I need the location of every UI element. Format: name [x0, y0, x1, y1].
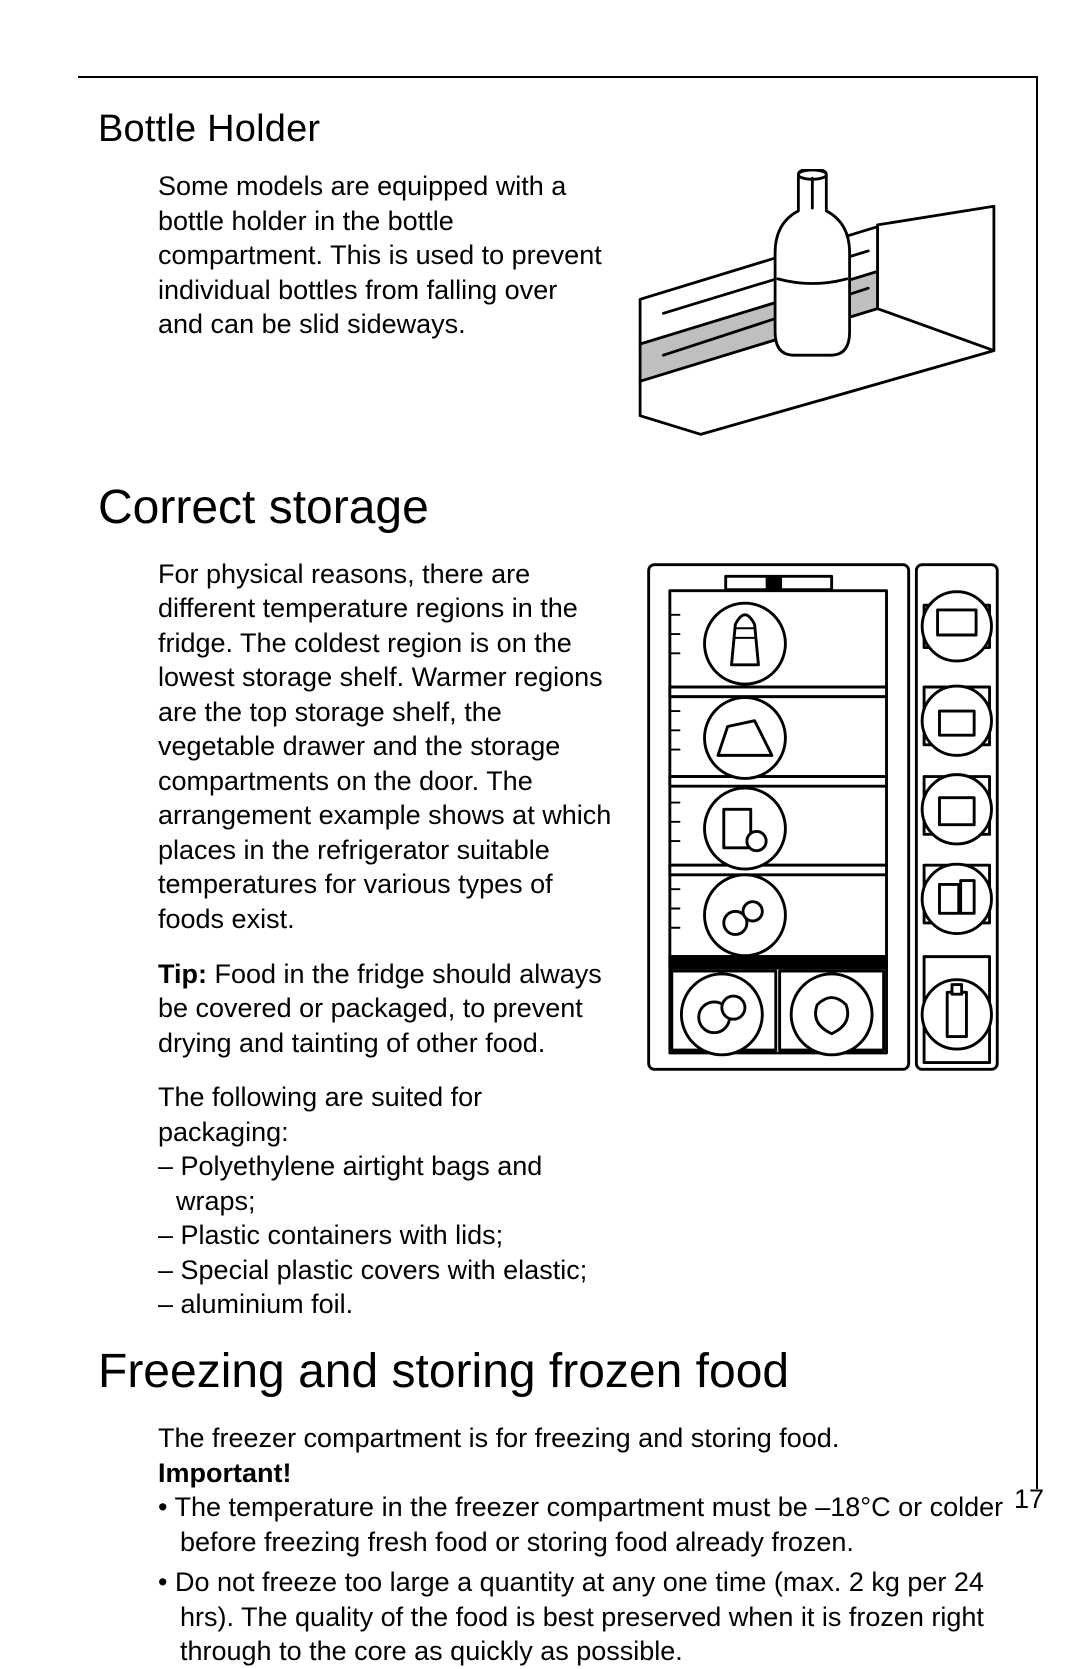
heading-bottle-holder: Bottle Holder — [98, 108, 1012, 151]
packaging-list: Polyethylene airtight bags and wraps; Pl… — [158, 1149, 612, 1322]
list-item: The temperature in the freezer compartme… — [158, 1490, 1012, 1559]
important-label: Important! — [158, 1456, 1012, 1491]
page-number: 17 — [1014, 1484, 1044, 1515]
list-item: Plastic containers with lids; — [158, 1218, 612, 1253]
packaging-intro: The following are suited for packaging: — [158, 1080, 612, 1149]
bottle-holder-body: Some models are equipped with a bottle h… — [158, 169, 606, 342]
list-item: aluminium foil. — [158, 1287, 612, 1322]
list-item: Polyethylene airtight bags and wraps; — [158, 1149, 612, 1218]
list-item: Special plastic covers with elastic; — [158, 1253, 612, 1288]
tip-body: Food in the fridge should always be cove… — [158, 959, 602, 1058]
correct-storage-tip: Tip: Food in the fridge should always be… — [158, 957, 612, 1061]
heading-correct-storage: Correct storage — [98, 480, 1012, 535]
section-freezing: The freezer compartment is for freezing … — [158, 1421, 1012, 1669]
fridge-interior-illustration-icon — [632, 557, 1012, 1077]
tip-label: Tip: — [158, 959, 207, 989]
figure-fridge-interior — [632, 557, 1012, 1086]
freezing-bullets: The temperature in the freezer compartme… — [158, 1490, 1012, 1669]
page-content: Bottle Holder Some models are equipped w… — [78, 108, 1036, 1669]
bottle-holder-illustration-icon — [622, 169, 1012, 439]
list-item: Do not freeze too large a quantity at an… — [158, 1565, 1012, 1669]
page-frame: Bottle Holder Some models are equipped w… — [78, 76, 1038, 1489]
freezing-intro: The freezer compartment is for freezing … — [158, 1421, 1012, 1456]
correct-storage-body: For physical reasons, there are differen… — [158, 557, 612, 937]
heading-freezing: Freezing and storing frozen food — [98, 1344, 1012, 1399]
section-correct-storage: For physical reasons, there are differen… — [158, 557, 1012, 1330]
section-bottle-holder: Some models are equipped with a bottle h… — [158, 169, 1012, 448]
figure-bottle-holder — [622, 169, 1012, 448]
